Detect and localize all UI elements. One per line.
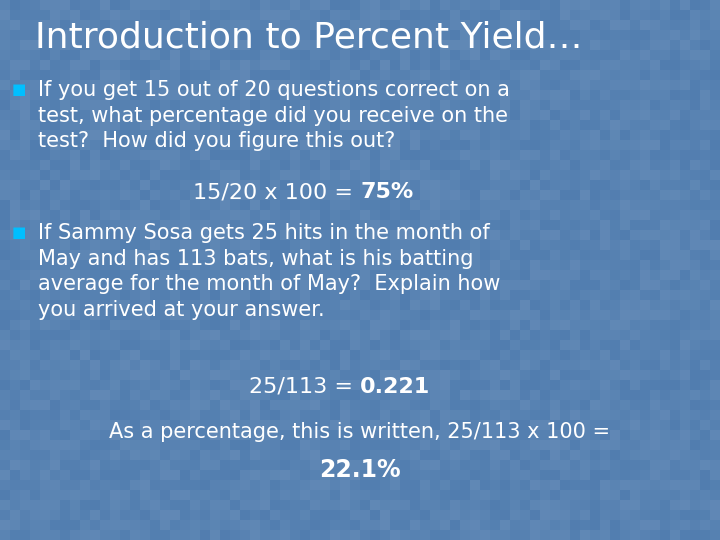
Text: Introduction to Percent Yield…: Introduction to Percent Yield… [35, 20, 582, 54]
Text: ■: ■ [12, 82, 27, 97]
Text: ■: ■ [12, 225, 27, 240]
Text: As a percentage, this is written, 25/113 x 100 =: As a percentage, this is written, 25/113… [109, 422, 611, 442]
Text: 25/113 =: 25/113 = [249, 377, 360, 397]
Text: 0.221: 0.221 [360, 377, 431, 397]
Text: 22.1%: 22.1% [319, 458, 401, 482]
Text: 15/20 x 100 =: 15/20 x 100 = [193, 182, 360, 202]
Text: If you get 15 out of 20 questions correct on a
test, what percentage did you rec: If you get 15 out of 20 questions correc… [38, 80, 510, 151]
Text: If Sammy Sosa gets 25 hits in the month of
May and has 113 bats, what is his bat: If Sammy Sosa gets 25 hits in the month … [38, 223, 500, 320]
Text: 75%: 75% [360, 182, 413, 202]
